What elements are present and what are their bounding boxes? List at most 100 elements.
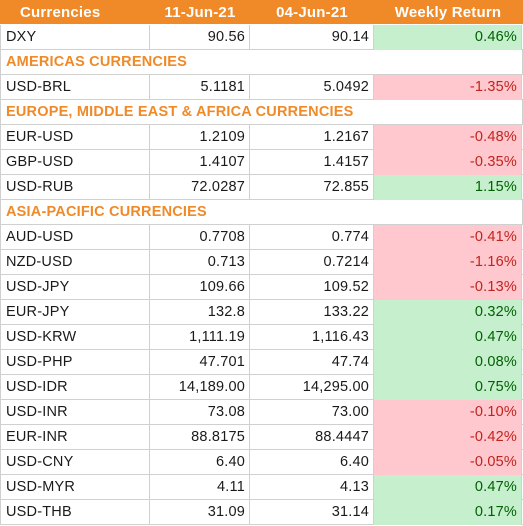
current-rate-cell: 0.7708 <box>150 225 250 250</box>
weekly-return-value: 0.47% <box>474 479 517 495</box>
previous-rate-cell: 1,116.43 <box>250 325 374 350</box>
weekly-return-value: 1.15% <box>474 179 517 195</box>
weekly-return-cell: 0.32% <box>374 300 522 325</box>
weekly-return-cell: 0.17% <box>374 500 522 525</box>
currency-pair-cell: USD-BRL <box>0 75 150 100</box>
current-rate-cell: 132.8 <box>150 300 250 325</box>
current-rate-cell: 47.701 <box>150 350 250 375</box>
currency-pair-cell: USD-MYR <box>0 475 150 500</box>
weekly-return-cell: -1.16% <box>374 250 522 275</box>
header-currencies: Currencies <box>20 4 101 21</box>
previous-rate-cell: 133.22 <box>250 300 374 325</box>
weekly-return-value: 0.75% <box>474 379 517 395</box>
weekly-return-cell: -0.10% <box>374 400 522 425</box>
table-row: USD-IDR 14,189.00 14,295.00 0.75% <box>0 375 523 400</box>
section-header-row: ASIA-PACIFIC CURRENCIES <box>0 200 523 225</box>
currency-pair-cell: USD-CNY <box>0 450 150 475</box>
current-rate-cell: 73.08 <box>150 400 250 425</box>
currency-pair-cell: USD-INR <box>0 400 150 425</box>
table-row: USD-RUB 72.0287 72.855 1.15% <box>0 175 523 200</box>
weekly-return-value: -0.41% <box>469 229 517 245</box>
current-rate-cell: 1,111.19 <box>150 325 250 350</box>
weekly-return-cell: 0.47% <box>374 325 522 350</box>
currency-pair-cell: EUR-JPY <box>0 300 150 325</box>
weekly-return-cell: -0.41% <box>374 225 522 250</box>
section-header-row: AMERICAS CURRENCIES <box>0 50 523 75</box>
table-row: USD-MYR 4.11 4.13 0.47% <box>0 475 523 500</box>
previous-rate-cell: 1.2167 <box>250 125 374 150</box>
previous-rate-cell: 1.4157 <box>250 150 374 175</box>
currency-pair-cell: EUR-USD <box>0 125 150 150</box>
weekly-return-value: -0.42% <box>469 429 517 445</box>
previous-rate-cell: 0.774 <box>250 225 374 250</box>
currency-pair-cell: USD-RUB <box>0 175 150 200</box>
table-row: USD-PHP 47.701 47.74 0.08% <box>0 350 523 375</box>
currency-pair-cell: USD-THB <box>0 500 150 525</box>
previous-rate-cell: 73.00 <box>250 400 374 425</box>
weekly-return-cell: -0.42% <box>374 425 522 450</box>
currency-pair-cell: USD-IDR <box>0 375 150 400</box>
table-row: USD-THB 31.09 31.14 0.17% <box>0 500 523 525</box>
current-rate-cell: 0.713 <box>150 250 250 275</box>
table-row: NZD-USD 0.713 0.7214 -1.16% <box>0 250 523 275</box>
weekly-return-cell: -1.35% <box>374 75 522 100</box>
table-row: GBP-USD 1.4107 1.4157 -0.35% <box>0 150 523 175</box>
weekly-return-cell: -0.13% <box>374 275 522 300</box>
weekly-return-cell: -0.05% <box>374 450 522 475</box>
weekly-return-value: 0.46% <box>474 29 517 45</box>
table-row: USD-KRW 1,111.19 1,116.43 0.47% <box>0 325 523 350</box>
weekly-return-cell: 0.47% <box>374 475 522 500</box>
current-rate-cell: 6.40 <box>150 450 250 475</box>
table-row: USD-INR 73.08 73.00 -0.10% <box>0 400 523 425</box>
currency-pair-cell: NZD-USD <box>0 250 150 275</box>
currency-pair-cell: EUR-INR <box>0 425 150 450</box>
current-rate-cell: 31.09 <box>150 500 250 525</box>
weekly-return-cell: -0.35% <box>374 150 522 175</box>
current-rate-cell: 90.56 <box>150 25 250 50</box>
section-label: ASIA-PACIFIC CURRENCIES <box>0 200 523 225</box>
weekly-return-cell: 0.75% <box>374 375 522 400</box>
table-header-row: Currencies 11-Jun-21 04-Jun-21 Weekly Re… <box>0 0 523 25</box>
weekly-return-value: -0.35% <box>469 154 517 170</box>
weekly-return-value: 0.08% <box>474 354 517 370</box>
weekly-return-value: -0.10% <box>469 404 517 420</box>
weekly-return-value: 0.32% <box>474 304 517 320</box>
current-rate-cell: 5.1181 <box>150 75 250 100</box>
table-row: EUR-JPY 132.8 133.22 0.32% <box>0 300 523 325</box>
current-rate-cell: 1.2109 <box>150 125 250 150</box>
previous-rate-cell: 5.0492 <box>250 75 374 100</box>
currency-pair-cell: USD-PHP <box>0 350 150 375</box>
previous-rate-cell: 47.74 <box>250 350 374 375</box>
current-rate-cell: 4.11 <box>150 475 250 500</box>
weekly-return-value: -0.13% <box>469 279 517 295</box>
section-label: EUROPE, MIDDLE EAST & AFRICA CURRENCIES <box>0 100 523 125</box>
previous-rate-cell: 14,295.00 <box>250 375 374 400</box>
header-date-current: 11-Jun-21 <box>164 4 236 21</box>
currency-pair-cell: DXY <box>0 25 150 50</box>
current-rate-cell: 72.0287 <box>150 175 250 200</box>
table-row: USD-CNY 6.40 6.40 -0.05% <box>0 450 523 475</box>
table-row: AUD-USD 0.7708 0.774 -0.41% <box>0 225 523 250</box>
weekly-return-cell: 0.08% <box>374 350 522 375</box>
weekly-return-value: -1.16% <box>469 254 517 270</box>
header-weekly-return: Weekly Return <box>394 4 502 21</box>
previous-rate-cell: 88.4447 <box>250 425 374 450</box>
table-row: EUR-USD 1.2109 1.2167 -0.48% <box>0 125 523 150</box>
current-rate-cell: 14,189.00 <box>150 375 250 400</box>
section-label: AMERICAS CURRENCIES <box>0 50 523 75</box>
weekly-return-value: -0.05% <box>469 454 517 470</box>
previous-rate-cell: 31.14 <box>250 500 374 525</box>
currency-pair-cell: USD-JPY <box>0 275 150 300</box>
weekly-return-value: 0.47% <box>474 329 517 345</box>
previous-rate-cell: 109.52 <box>250 275 374 300</box>
previous-rate-cell: 72.855 <box>250 175 374 200</box>
weekly-return-value: 0.17% <box>474 504 517 520</box>
current-rate-cell: 109.66 <box>150 275 250 300</box>
weekly-return-value: -1.35% <box>469 79 517 95</box>
previous-rate-cell: 0.7214 <box>250 250 374 275</box>
header-date-previous: 04-Jun-21 <box>276 4 348 21</box>
previous-rate-cell: 4.13 <box>250 475 374 500</box>
previous-rate-cell: 6.40 <box>250 450 374 475</box>
section-header-row: EUROPE, MIDDLE EAST & AFRICA CURRENCIES <box>0 100 523 125</box>
currency-pair-cell: USD-KRW <box>0 325 150 350</box>
